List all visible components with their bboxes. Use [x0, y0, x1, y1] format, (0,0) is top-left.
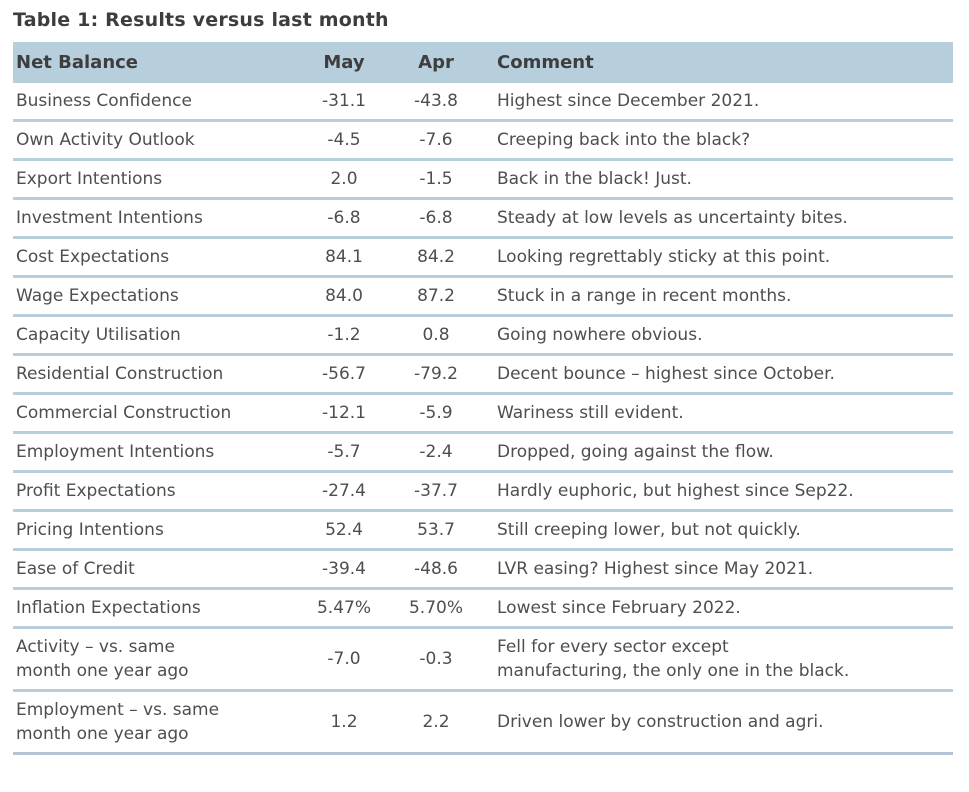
table-row: Commercial Construction -12.1 -5.9 Warin… [13, 392, 953, 433]
row-name: Investment Intentions [13, 197, 300, 238]
row-name: Business Confidence [16, 91, 192, 111]
row-name: Ease of Credit [13, 548, 300, 589]
row-may: -27.4 [300, 470, 388, 511]
row-apr: -0.3 [388, 626, 484, 691]
row-apr: 5.70% [388, 587, 484, 628]
column-header-comment: Comment [484, 42, 953, 83]
column-header-net-balance: Net Balance [13, 42, 300, 83]
row-comment: Back in the black! Just. [484, 158, 953, 199]
table-row: Profit Expectations -27.4 -37.7 Hardly e… [13, 470, 953, 511]
row-apr: -1.5 [388, 158, 484, 199]
table-body: Business Confidence -31.1 -43.8 Highest … [13, 83, 953, 754]
row-comment: Going nowhere obvious. [484, 314, 953, 355]
table-row: Own Activity Outlook -4.5 -7.6 Creeping … [13, 119, 953, 160]
column-header-apr: Apr [388, 42, 484, 83]
row-may: -6.8 [300, 197, 388, 238]
row-apr: 84.2 [388, 236, 484, 277]
row-apr: 2.2 [388, 689, 484, 754]
row-comment: Wariness still evident. [484, 392, 953, 433]
row-comment: Highest since December 2021. [497, 91, 760, 111]
row-comment: LVR easing? Highest since May 2021. [484, 548, 953, 589]
row-name: Capacity Utilisation [13, 314, 300, 355]
row-may: -31.1 [322, 91, 366, 111]
row-apr: -7.6 [388, 119, 484, 160]
row-may: 2.0 [300, 158, 388, 199]
row-name: Pricing Intentions [13, 509, 300, 550]
table-row: Activity – vs. same month one year ago -… [13, 626, 953, 691]
row-apr: -48.6 [388, 548, 484, 589]
row-name: Employment Intentions [13, 431, 300, 472]
row-apr: 87.2 [388, 275, 484, 316]
table-row: Capacity Utilisation -1.2 0.8 Going nowh… [13, 314, 953, 355]
table-header: Net Balance May Apr Comment [13, 42, 953, 83]
row-apr: -6.8 [388, 197, 484, 238]
row-name: Commercial Construction [13, 392, 300, 433]
results-table: Net Balance May Apr Comment Business Con… [13, 42, 953, 755]
table-row: Wage Expectations 84.0 87.2 Stuck in a r… [13, 275, 953, 316]
row-name: Own Activity Outlook [13, 119, 300, 160]
row-apr: -79.2 [388, 353, 484, 394]
row-may: -7.0 [300, 626, 388, 691]
table-row: Residential Construction -56.7 -79.2 Dec… [13, 353, 953, 394]
row-comment: Stuck in a range in recent months. [484, 275, 953, 316]
row-comment: Decent bounce – highest since October. [484, 353, 953, 394]
table-row: Investment Intentions -6.8 -6.8 Steady a… [13, 197, 953, 238]
header-row: Net Balance May Apr Comment [13, 42, 953, 83]
row-apr: -5.9 [388, 392, 484, 433]
row-comment: Fell for every sector except manufacturi… [484, 626, 953, 691]
row-may: -12.1 [300, 392, 388, 433]
row-may: -39.4 [300, 548, 388, 589]
row-comment: Hardly euphoric, but highest since Sep22… [484, 470, 953, 511]
table-row: Export Intentions 2.0 -1.5 Back in the b… [13, 158, 953, 199]
row-name: Inflation Expectations [13, 587, 300, 628]
row-apr: -2.4 [388, 431, 484, 472]
row-may: 84.1 [300, 236, 388, 277]
row-may: -56.7 [300, 353, 388, 394]
table-title: Table 1: Results versus last month [13, 9, 389, 31]
row-comment: Still creeping lower, but not quickly. [484, 509, 953, 550]
row-comment: Steady at low levels as uncertainty bite… [484, 197, 953, 238]
table-row: Business Confidence -31.1 -43.8 Highest … [13, 83, 953, 121]
row-name: Profit Expectations [13, 470, 300, 511]
table-row: Employment – vs. same month one year ago… [13, 689, 953, 754]
row-apr: -37.7 [388, 470, 484, 511]
row-may: 84.0 [300, 275, 388, 316]
row-apr: -43.8 [414, 91, 458, 111]
table-row: Employment Intentions -5.7 -2.4 Dropped,… [13, 431, 953, 472]
table-row: Pricing Intentions 52.4 53.7 Still creep… [13, 509, 953, 550]
row-may: 52.4 [300, 509, 388, 550]
row-name: Employment – vs. same month one year ago [13, 689, 300, 754]
row-may: -1.2 [300, 314, 388, 355]
row-may: -5.7 [300, 431, 388, 472]
row-comment: Driven lower by construction and agri. [484, 689, 953, 754]
row-comment: Creeping back into the black? [484, 119, 953, 160]
column-header-may: May [300, 42, 388, 83]
row-may: 5.47% [300, 587, 388, 628]
table-row: Cost Expectations 84.1 84.2 Looking regr… [13, 236, 953, 277]
row-may: 1.2 [300, 689, 388, 754]
row-name: Wage Expectations [13, 275, 300, 316]
row-may: -4.5 [300, 119, 388, 160]
row-apr: 0.8 [388, 314, 484, 355]
row-name: Export Intentions [13, 158, 300, 199]
table-row: Inflation Expectations 5.47% 5.70% Lowes… [13, 587, 953, 628]
row-name: Residential Construction [13, 353, 300, 394]
row-name: Activity – vs. same month one year ago [13, 626, 300, 691]
table-row: Ease of Credit -39.4 -48.6 LVR easing? H… [13, 548, 953, 589]
row-apr: 53.7 [388, 509, 484, 550]
row-name: Cost Expectations [13, 236, 300, 277]
row-comment: Lowest since February 2022. [484, 587, 953, 628]
row-comment: Dropped, going against the flow. [484, 431, 953, 472]
row-comment: Looking regrettably sticky at this point… [484, 236, 953, 277]
